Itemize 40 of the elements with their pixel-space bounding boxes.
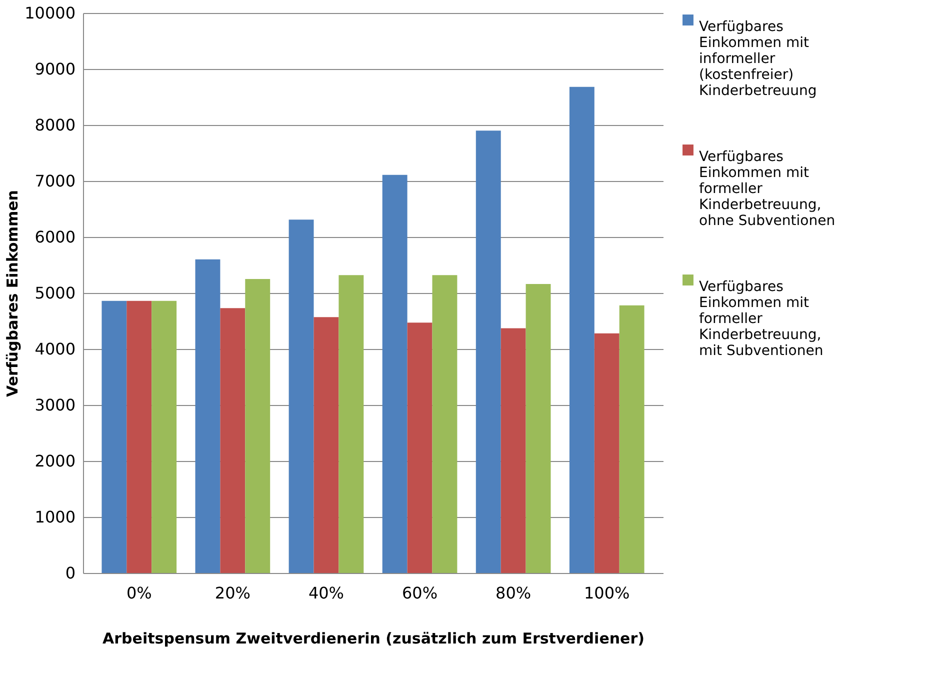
- bar: [432, 275, 458, 573]
- legend-label: Verfügbares Einkommen mit formeller Kinderbetreuung, mit Subventionen: [699, 279, 824, 359]
- y-tick-label: 10000: [24, 4, 76, 22]
- x-axis-title: Arbeitspensum Zweitverdienerin (zusätzlich zum Erstverdiener): [102, 630, 644, 648]
- bar: [314, 317, 339, 573]
- bar: [220, 308, 246, 573]
- x-tick-label: 0%: [126, 584, 152, 602]
- y-tick-label: 3000: [34, 396, 76, 414]
- legend-label: Verfügbares Einkommen mit informeller (kostenfreier) Kinderbetreuung: [699, 19, 817, 99]
- y-tick-label: 9000: [34, 60, 76, 78]
- bar: [476, 130, 501, 573]
- y-tick-label: 2000: [34, 452, 76, 470]
- bar: [152, 300, 177, 573]
- bar: [619, 305, 644, 573]
- y-tick-label: 7000: [34, 172, 76, 190]
- x-tick-label: 80%: [496, 584, 532, 602]
- y-tick-label: 8000: [34, 116, 76, 134]
- x-tick-label: 20%: [214, 584, 250, 602]
- bar: [288, 220, 314, 573]
- bar: [594, 333, 620, 573]
- bar: [569, 86, 594, 573]
- x-tick-label: 60%: [402, 584, 438, 602]
- bar: [526, 284, 551, 573]
- y-tick-label: 4000: [34, 340, 76, 358]
- y-axis-title: Verfügbares Einkommen: [4, 190, 22, 397]
- legend-label: Verfügbares Einkommen mit formeller Kinderbetreuung, ohne Subventionen: [699, 149, 836, 229]
- bar: [500, 328, 526, 573]
- x-tick-label: 100%: [584, 584, 630, 602]
- bar: [102, 300, 127, 573]
- y-tick-label: 6000: [34, 228, 76, 246]
- y-tick-label: 1000: [34, 508, 76, 526]
- y-tick-label: 5000: [34, 284, 76, 302]
- x-tick-label: 40%: [308, 584, 344, 602]
- bar: [195, 259, 220, 573]
- bar: [382, 174, 408, 573]
- bar: [407, 322, 432, 573]
- bar: [245, 279, 270, 573]
- bar: [338, 275, 364, 573]
- y-tick-label: 0: [65, 564, 76, 582]
- bar: [126, 300, 152, 573]
